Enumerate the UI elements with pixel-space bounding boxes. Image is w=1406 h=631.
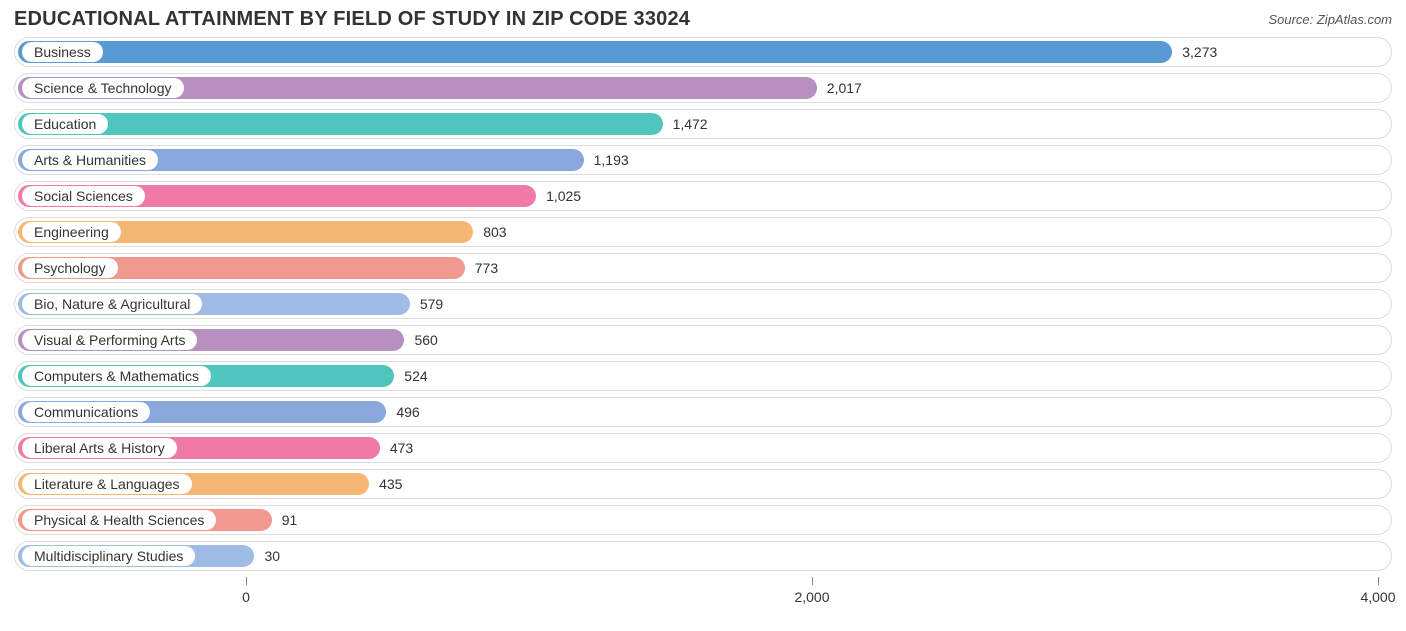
value-label: 1,472 <box>663 113 708 135</box>
bar-row: Computers & Mathematics 524 <box>14 361 1392 391</box>
category-label: Multidisciplinary Studies <box>22 546 195 566</box>
chart-source: Source: ZipAtlas.com <box>1268 12 1392 27</box>
bar-row-inner: Computers & Mathematics 524 <box>18 365 1388 387</box>
bar-row: Education 1,472 <box>14 109 1392 139</box>
axis-tick-label: 2,000 <box>782 589 842 605</box>
bar-row: Arts & Humanities 1,193 <box>14 145 1392 175</box>
bar-row-inner: Communications 496 <box>18 401 1388 423</box>
axis-tick-mark <box>246 577 247 585</box>
value-label: 496 <box>386 401 419 423</box>
category-label: Visual & Performing Arts <box>22 330 197 350</box>
chart-title: EDUCATIONAL ATTAINMENT BY FIELD OF STUDY… <box>14 8 690 31</box>
bar-row-inner: Business 3,273 <box>18 41 1388 63</box>
category-label: Computers & Mathematics <box>22 366 211 386</box>
x-axis: 02,0004,000 <box>14 577 1392 617</box>
category-label: Business <box>22 42 103 62</box>
category-label: Communications <box>22 402 150 422</box>
chart-area: Business 3,273 Science & Technology 2,017 Ed… <box>14 37 1392 617</box>
axis-tick-mark <box>1378 577 1379 585</box>
bar-row: Physical & Health Sciences 91 <box>14 505 1392 535</box>
value-label: 3,273 <box>1172 41 1217 63</box>
bar-row: Business 3,273 <box>14 37 1392 67</box>
axis-tick: 0 <box>216 577 276 605</box>
axis-tick: 2,000 <box>782 577 842 605</box>
category-label: Physical & Health Sciences <box>22 510 216 530</box>
axis-tick: 4,000 <box>1348 577 1406 605</box>
value-label: 473 <box>380 437 413 459</box>
axis-tick-label: 0 <box>216 589 276 605</box>
bar-row-inner: Bio, Nature & Agricultural 579 <box>18 293 1388 315</box>
bar-row-inner: Literature & Languages 435 <box>18 473 1388 495</box>
category-label: Liberal Arts & History <box>22 438 177 458</box>
value-label: 803 <box>473 221 506 243</box>
category-label: Literature & Languages <box>22 474 192 494</box>
category-label: Psychology <box>22 258 118 278</box>
category-label: Bio, Nature & Agricultural <box>22 294 202 314</box>
bar <box>18 41 1172 63</box>
value-label: 1,025 <box>536 185 581 207</box>
value-label: 2,017 <box>817 77 862 99</box>
bar-row-inner: Arts & Humanities 1,193 <box>18 149 1388 171</box>
value-label: 579 <box>410 293 443 315</box>
bar-row-inner: Visual & Performing Arts 560 <box>18 329 1388 351</box>
axis-tick-label: 4,000 <box>1348 589 1406 605</box>
bar-row-inner: Science & Technology 2,017 <box>18 77 1388 99</box>
value-label: 524 <box>394 365 427 387</box>
bar-row: Engineering 803 <box>14 217 1392 247</box>
bar-row-inner: Physical & Health Sciences 91 <box>18 509 1388 531</box>
value-label: 560 <box>404 329 437 351</box>
category-label: Education <box>22 114 108 134</box>
value-label: 1,193 <box>584 149 629 171</box>
bar-row: Communications 496 <box>14 397 1392 427</box>
value-label: 30 <box>254 545 280 567</box>
axis-tick-mark <box>812 577 813 585</box>
bar-row: Psychology 773 <box>14 253 1392 283</box>
bar-row-inner: Psychology 773 <box>18 257 1388 279</box>
bar-row: Liberal Arts & History 473 <box>14 433 1392 463</box>
value-label: 773 <box>465 257 498 279</box>
bar-row: Bio, Nature & Agricultural 579 <box>14 289 1392 319</box>
bar-row: Science & Technology 2,017 <box>14 73 1392 103</box>
bar-row-inner: Engineering 803 <box>18 221 1388 243</box>
bar <box>18 113 663 135</box>
value-label: 435 <box>369 473 402 495</box>
category-label: Science & Technology <box>22 78 184 98</box>
category-label: Arts & Humanities <box>22 150 158 170</box>
bar-row-inner: Liberal Arts & History 473 <box>18 437 1388 459</box>
bar-row: Literature & Languages 435 <box>14 469 1392 499</box>
category-label: Social Sciences <box>22 186 145 206</box>
bar-row: Multidisciplinary Studies 30 <box>14 541 1392 571</box>
value-label: 91 <box>272 509 298 531</box>
bar-row: Visual & Performing Arts 560 <box>14 325 1392 355</box>
bar-row-inner: Education 1,472 <box>18 113 1388 135</box>
bar-row-inner: Multidisciplinary Studies 30 <box>18 545 1388 567</box>
chart-header: EDUCATIONAL ATTAINMENT BY FIELD OF STUDY… <box>14 8 1392 31</box>
category-label: Engineering <box>22 222 121 242</box>
bar-row-inner: Social Sciences 1,025 <box>18 185 1388 207</box>
bar-row: Social Sciences 1,025 <box>14 181 1392 211</box>
